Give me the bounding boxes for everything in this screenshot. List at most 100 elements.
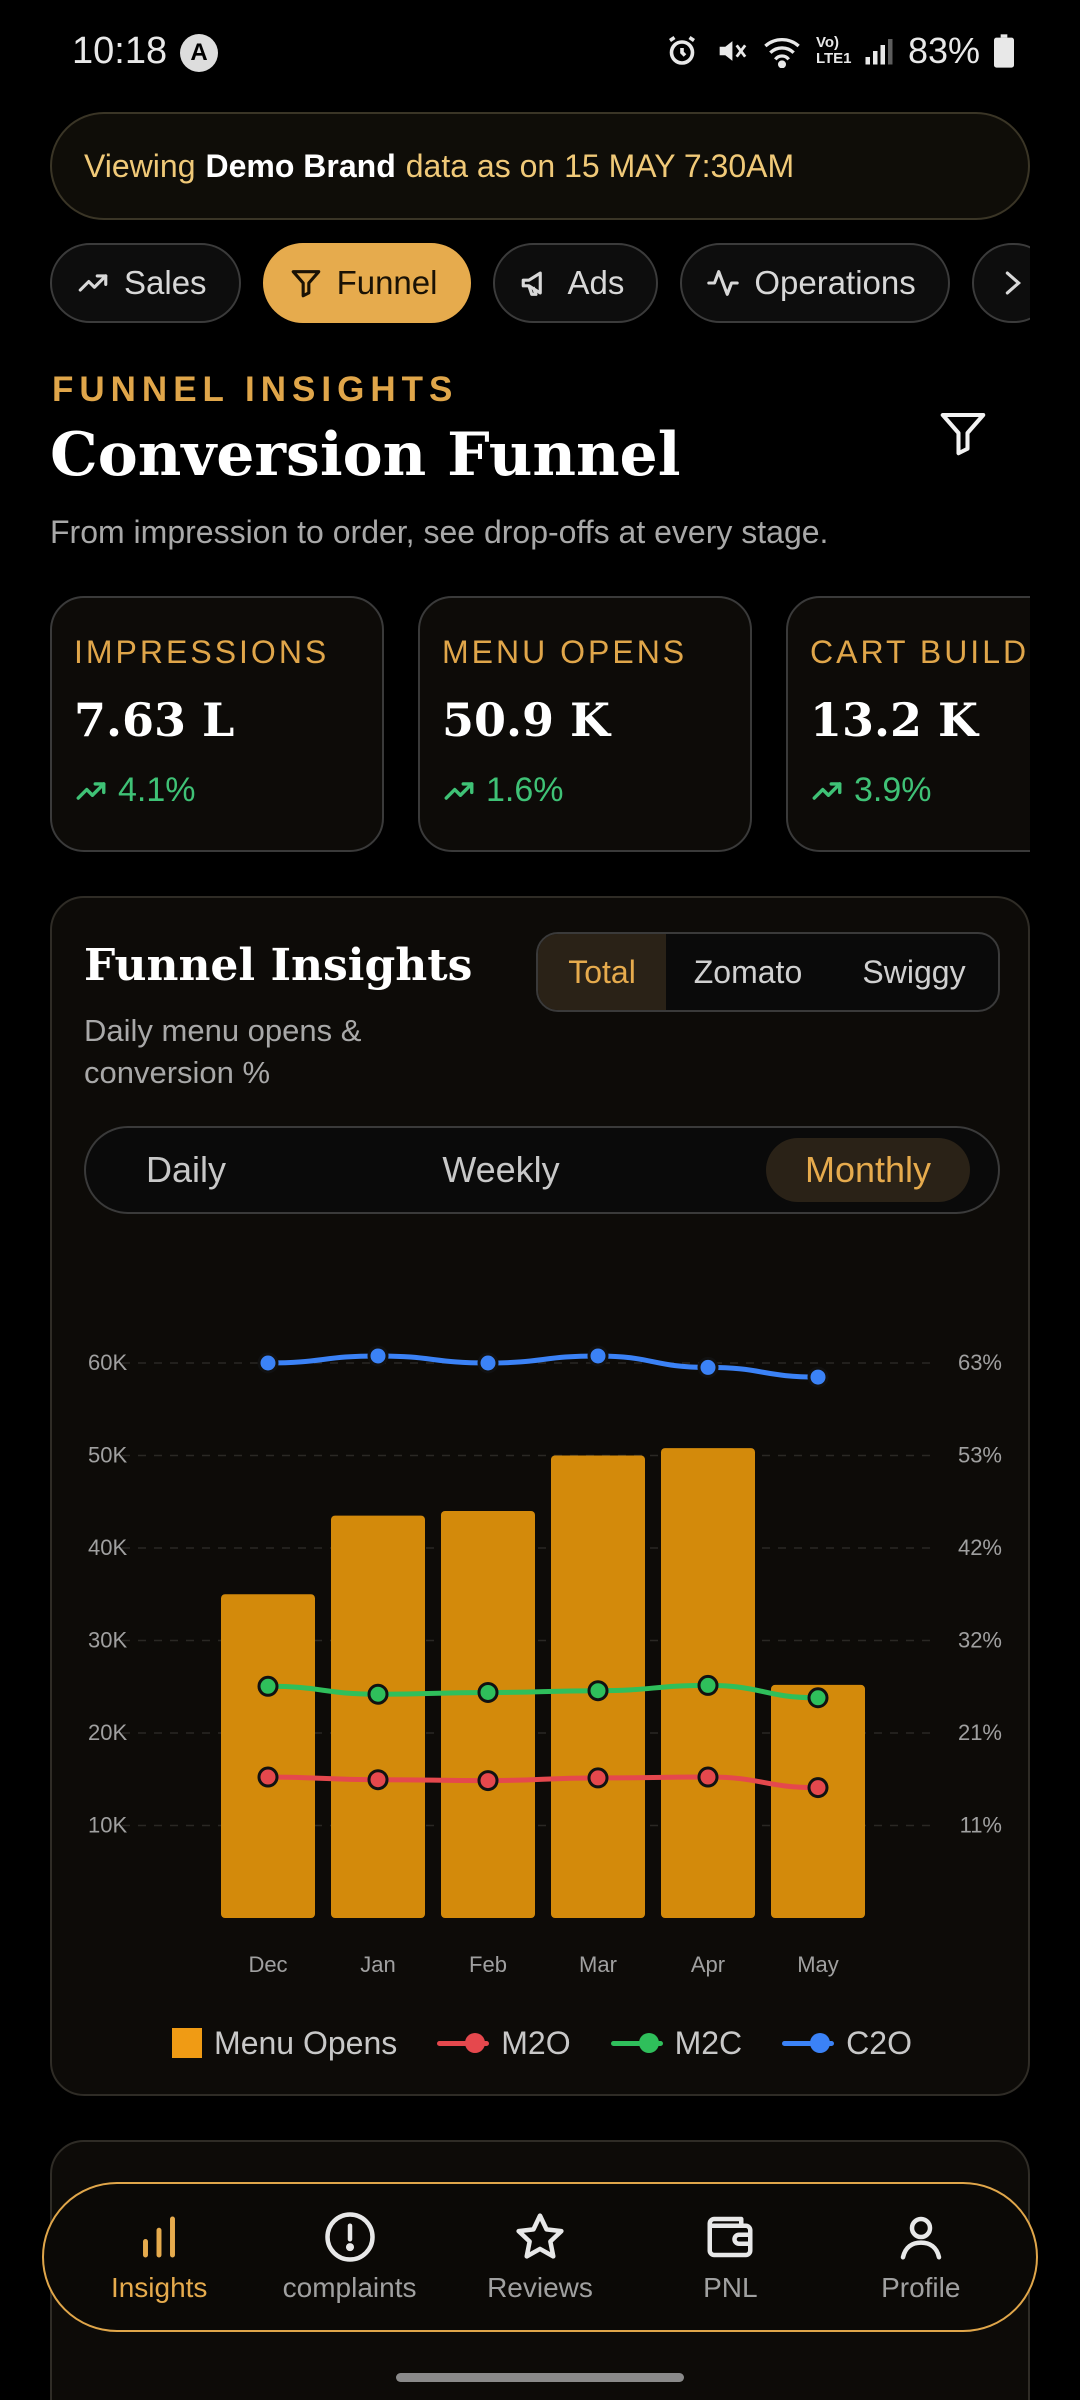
y-right-tick-label: 32%	[958, 1628, 1002, 1653]
line-m2o-point	[587, 1767, 609, 1789]
nav-label: Insights	[110, 2272, 208, 2303]
trending-up-icon	[78, 274, 108, 292]
banner-brand: Demo Brand	[205, 147, 396, 184]
nav-item-reviews[interactable]: Reviews	[460, 2210, 620, 2304]
y-right-tick-label: 21%	[958, 1720, 1002, 1745]
period-option-monthly[interactable]: Monthly	[766, 1138, 970, 1202]
nav-label: Profile	[881, 2272, 961, 2303]
legend-item-m2o[interactable]: M2O	[437, 2025, 571, 2062]
more-tab-icon	[1005, 271, 1021, 295]
alert-circle-icon	[324, 2212, 375, 2262]
mute-icon	[719, 41, 747, 61]
home-indicator	[396, 2373, 684, 2382]
legend-item-c2o[interactable]: C2O	[782, 2025, 912, 2062]
filter-button[interactable]	[930, 400, 996, 466]
y-left-tick-label: 60K	[88, 1350, 127, 1375]
banner-prefix: Viewing	[84, 147, 196, 184]
x-tick-label: May	[797, 1952, 839, 1977]
y-left-tick-label: 50K	[88, 1443, 127, 1468]
kpi-label: MENU OPENS	[442, 634, 688, 670]
status-icons: Vo) LTE1 83%	[664, 30, 1014, 72]
nav-item-complaints[interactable]: complaints	[270, 2210, 430, 2304]
tab-funnel[interactable]: Funnel	[262, 243, 472, 323]
legend-item-m2c[interactable]: M2C	[610, 2025, 742, 2062]
page-title: Conversion Funnel	[50, 420, 681, 490]
legend-item-menu-opens[interactable]: Menu Opens	[172, 2025, 397, 2062]
legend-swatch-line	[782, 2031, 835, 2055]
battery-percent: 83%	[907, 30, 980, 71]
funnel-icon	[291, 270, 320, 298]
line-c2o-point	[807, 1366, 829, 1388]
status-bar: 10:18 A Vo) LTE1 83%	[0, 0, 1080, 110]
kpi-delta: 1.6%	[442, 771, 750, 810]
megaphone-icon	[522, 271, 543, 296]
notification-a-icon: A	[180, 34, 218, 72]
tab-sales[interactable]: Sales	[50, 243, 241, 323]
kpi-card-menu-opens[interactable]: MENU OPENS 50.9 K 1.6%	[418, 596, 752, 852]
bar-menu-opens	[331, 1515, 425, 1918]
tab-label: Sales	[124, 264, 207, 301]
kpi-row: IMPRESSIONS 7.63 L 4.1% MENU OPENS 50.9 …	[50, 596, 1030, 854]
line-c2o-point	[257, 1352, 279, 1374]
y-left-tick-label: 10K	[88, 1813, 127, 1838]
period-option-weekly[interactable]: Weekly	[442, 1149, 560, 1190]
line-m2o-point	[697, 1766, 719, 1788]
wallet-icon	[707, 2216, 753, 2258]
page-subtitle: From impression to order, see drop-offs …	[50, 514, 829, 550]
tab-ads[interactable]: Ads	[493, 243, 659, 323]
tab-label: Funnel	[336, 264, 438, 301]
card-title: Funnel Insights	[84, 940, 473, 991]
legend-swatch-line	[610, 2031, 663, 2055]
tab-operations[interactable]: Operations	[680, 243, 950, 323]
x-tick-label: Dec	[248, 1952, 287, 1977]
source-option-zomato[interactable]: Zomato	[693, 953, 803, 990]
kpi-card-impressions[interactable]: IMPRESSIONS 7.63 L 4.1%	[50, 596, 384, 852]
star-icon	[516, 2213, 564, 2259]
legend-label: C2O	[846, 2024, 912, 2061]
line-c2o-point	[587, 1345, 609, 1367]
period-option-daily[interactable]: Daily	[145, 1149, 226, 1190]
period-segmented-control: Daily Weekly Monthly	[84, 1126, 1000, 1214]
battery-icon	[994, 34, 1014, 68]
y-right-tick-label: 53%	[958, 1443, 1002, 1468]
status-time: 10:18	[72, 30, 168, 72]
line-m2c-point	[477, 1681, 499, 1703]
activity-icon	[707, 270, 740, 296]
bar-menu-opens	[441, 1511, 535, 1918]
alarm-icon	[668, 36, 695, 65]
y-right-tick-label: 11%	[960, 1813, 1002, 1838]
line-c2o-point	[477, 1352, 499, 1374]
source-option-total[interactable]: Total	[538, 934, 666, 1010]
source-segmented-control: Total Zomato Swiggy	[536, 932, 1000, 1012]
lte-label: Vo) LTE1	[815, 34, 852, 67]
banner-suffix: data as on 15 MAY 7:30AM	[405, 147, 795, 184]
y-right-tick-label: 42%	[958, 1535, 1002, 1560]
line-m2c-point	[697, 1674, 719, 1696]
line-m2o-point	[477, 1770, 499, 1792]
kpi-card-cart-builds[interactable]: CART BUILDS 13.2 K 3.9%	[786, 596, 1030, 852]
trending-up-icon	[444, 781, 474, 800]
nav-item-insights[interactable]: Insights	[79, 2210, 239, 2304]
tab-more[interactable]	[971, 243, 1030, 323]
kpi-delta-value: 3.9%	[854, 771, 932, 809]
y-left-tick-label: 40K	[88, 1535, 127, 1560]
x-tick-label: Jan	[360, 1952, 395, 1977]
kpi-value: 50.9 K	[442, 693, 611, 747]
line-m2c-point	[257, 1675, 279, 1697]
menu-opens-conversion-chart: 60K 63% 50K 53% 40K 42% 30K 32% 20K 21% 10K 11% Dec J…	[88, 1345, 1002, 1977]
funnel-insights-card: Funnel Insights Daily menu opens & conve…	[50, 896, 1030, 2096]
section-eyebrow: FUNNEL INSIGHTS	[52, 370, 459, 409]
line-m2c-point	[587, 1680, 609, 1702]
y-right-tick-label: 63%	[958, 1350, 1002, 1375]
line-m2o-point	[807, 1777, 829, 1799]
section-tabs: Sales Funnel Ads Operations	[50, 243, 1030, 323]
source-option-swiggy[interactable]: Swiggy	[862, 953, 966, 990]
kpi-label: CART BUILDS	[810, 634, 1030, 670]
trending-up-icon	[76, 781, 106, 800]
line-m2c	[265, 1682, 821, 1701]
data-freshness-banner: Viewing Demo Brand data as on 15 MAY 7:3…	[50, 112, 1030, 220]
nav-item-profile[interactable]: Profile	[841, 2210, 1001, 2304]
nav-item-pnl[interactable]: PNL	[650, 2210, 810, 2304]
card-subtitle: Daily menu opens & conversion %	[84, 1013, 362, 1090]
legend-swatch-bar	[172, 2028, 203, 2058]
